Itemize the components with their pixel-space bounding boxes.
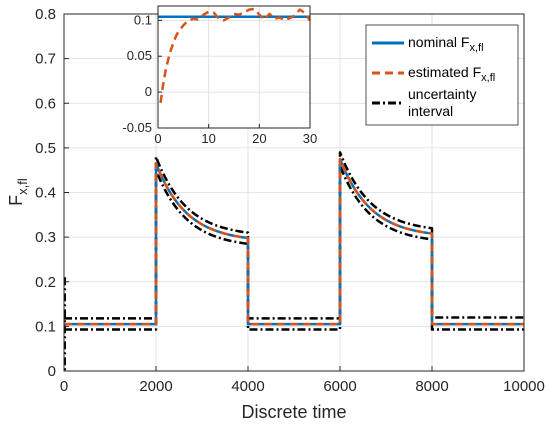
inset-background	[158, 6, 310, 128]
inset-x-tick-label: 0	[154, 131, 161, 146]
main-y-tick-label: 0.8	[35, 6, 56, 23]
main-x-tick-label: 0	[60, 378, 68, 395]
inset-y-tick-label: 0	[145, 84, 152, 99]
main-y-tick-label: 0.3	[35, 229, 56, 246]
inset-plot-frame	[157, 5, 311, 129]
legend-label-uncertainty-line1: uncertainty	[408, 86, 476, 102]
inset-series	[158, 7, 312, 104]
main-y-tick-label: 0.4	[35, 185, 56, 202]
uncertainty-upper-line	[64, 151, 524, 320]
inset-y-tick-label: 0.1	[134, 12, 152, 27]
main-x-tick-label: 8000	[415, 378, 448, 395]
main-x-tick-label: 4000	[231, 378, 264, 395]
main-y-tick-label: 0	[48, 363, 56, 380]
main-series	[64, 151, 524, 371]
nominal-series-line	[64, 157, 524, 326]
main-y-tick-label: 0.2	[35, 274, 56, 291]
main-x-tick-label: 10000	[503, 378, 545, 395]
inset-x-tick-label: 30	[303, 131, 317, 146]
legend-label-estimated: estimated Fx,fl	[408, 64, 495, 84]
estimated-series-line	[64, 157, 524, 326]
inset-y-tick-label: -0.05	[122, 120, 152, 135]
inset-x-tick-label: 10	[201, 131, 215, 146]
x-axis-label: Discrete time	[241, 402, 346, 422]
main-y-tick-label: 0.1	[35, 318, 56, 335]
legend-label-estimated-sub: x,fl	[481, 72, 495, 84]
main-y-tick-label: 0.5	[35, 140, 56, 157]
legend-label-nominal-main: nominal F	[408, 34, 469, 50]
y-axis-label-sub: x,fl	[15, 178, 30, 195]
uncertainty-lower-line	[64, 164, 524, 331]
legend-label-estimated-main: estimated F	[408, 64, 481, 80]
legend: nominal Fx,fl estimated Fx,fl uncertaint…	[365, 24, 519, 126]
inset-y-tick-label: 0.05	[127, 48, 152, 63]
inset-estimated-line	[159, 7, 312, 104]
main-y-tick-label: 0.7	[35, 51, 56, 68]
main-x-tick-label: 6000	[323, 378, 356, 395]
legend-label-nominal-sub: x,fl	[469, 42, 483, 54]
inset-x-tick-label: 20	[252, 131, 266, 146]
main-x-tick-label: 2000	[139, 378, 172, 395]
legend-label-nominal: nominal Fx,fl	[408, 34, 484, 54]
legend-label-uncertainty-line2: interval	[408, 103, 453, 119]
main-ticks: 0 2000 4000 6000 8000 1000000.10.20.30.40.50.…	[35, 6, 545, 395]
y-axis-label: Fx,fl	[6, 178, 30, 206]
y-axis-label-main: F	[6, 195, 26, 206]
main-y-tick-label: 0.6	[35, 95, 56, 112]
